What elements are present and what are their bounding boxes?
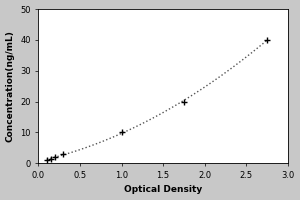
Y-axis label: Concentration(ng/mL): Concentration(ng/mL): [6, 30, 15, 142]
X-axis label: Optical Density: Optical Density: [124, 185, 202, 194]
